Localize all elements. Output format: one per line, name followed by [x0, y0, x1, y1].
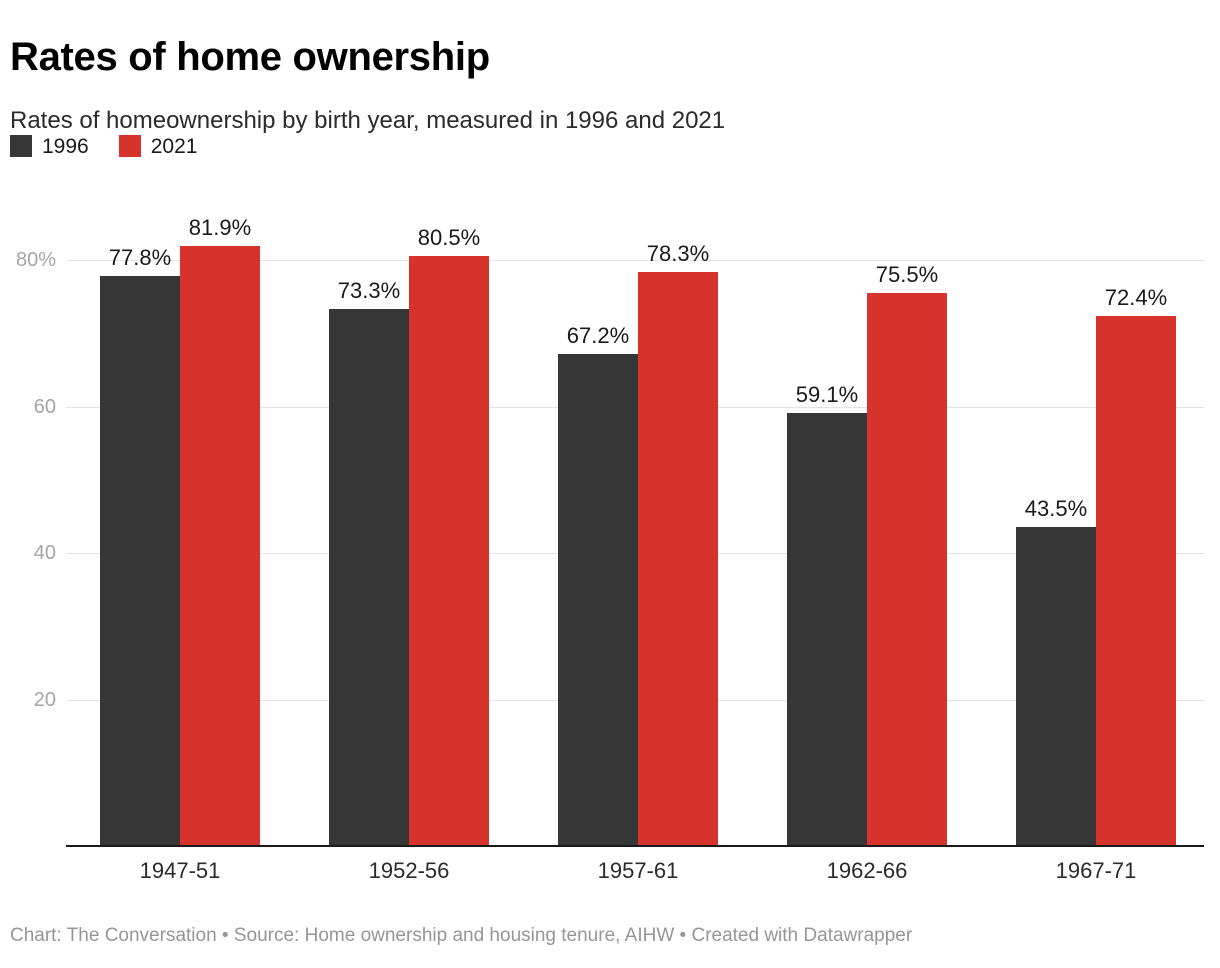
bar-value-label: 75.5% — [875, 262, 939, 287]
bar-group: 67.2% 78.3% — [558, 241, 718, 846]
bar-value-label: 78.3% — [646, 241, 710, 266]
bar-value-label: 43.5% — [1024, 496, 1088, 521]
bar-value-label: 80.5% — [417, 225, 481, 250]
bar-value-label: 77.8% — [108, 245, 172, 270]
bar-1996: 59.1% — [787, 382, 867, 846]
bar-1996: 43.5% — [1016, 496, 1096, 846]
legend-label-1996: 1996 — [42, 134, 89, 158]
bar-1996: 67.2% — [558, 323, 638, 846]
bar-value-label: 73.3% — [337, 278, 401, 303]
x-axis-label: 1947-51 — [139, 858, 221, 883]
y-tick-label: 80% — [15, 249, 56, 271]
chart-title: Rates of home ownership — [10, 34, 490, 79]
legend-swatch-1996 — [10, 135, 32, 157]
bar-group: 59.1% 75.5% — [787, 262, 947, 846]
bar-2021: 81.9% — [180, 215, 260, 846]
x-axis-label: 1962-66 — [826, 858, 908, 883]
plot-area: 20 40 60 80% 77.8% 81.9% 1947-51 73.3% 80.5% 1952… — [10, 200, 1210, 910]
x-axis-line — [66, 845, 1204, 847]
bar-value-label: 81.9% — [188, 215, 252, 240]
x-axis-label: 1952-56 — [368, 858, 450, 883]
y-tick-label: 60 — [33, 395, 56, 418]
legend-swatch-2021 — [118, 135, 141, 157]
bar-value-label: 67.2% — [566, 323, 630, 348]
bar-group: 73.3% 80.5% — [329, 225, 489, 846]
attribution-footer: Chart: The Conversation • Source: Home o… — [10, 925, 913, 946]
bar-1996: 73.3% — [329, 278, 409, 846]
bar-2021: 80.5% — [409, 225, 489, 846]
x-axis-label: 1967-71 — [1055, 858, 1137, 883]
legend-item-2021: 2021 — [118, 134, 198, 158]
legend-item-1996: 1996 — [10, 135, 89, 157]
bar-2021: 72.4% — [1096, 285, 1176, 846]
y-tick-label: 40 — [33, 542, 56, 564]
chart-subtitle: Rates of homeownership by birth year, me… — [10, 107, 726, 134]
x-axis-label: 1957-61 — [597, 858, 679, 883]
bar-group: 43.5% 72.4% — [1016, 285, 1176, 846]
legend: 1996 2021 — [10, 135, 197, 157]
bar-1996: 77.8% — [100, 245, 180, 846]
legend-label-2021: 2021 — [150, 134, 198, 158]
bar-2021: 78.3% — [638, 241, 718, 846]
bar-group: 77.8% 81.9% — [100, 215, 260, 846]
bar-2021: 75.5% — [867, 262, 947, 846]
grid-line — [66, 260, 1204, 261]
y-tick-label: 20 — [33, 688, 56, 711]
bar-value-label: 59.1% — [795, 382, 859, 407]
bar-value-label: 72.4% — [1104, 285, 1168, 310]
